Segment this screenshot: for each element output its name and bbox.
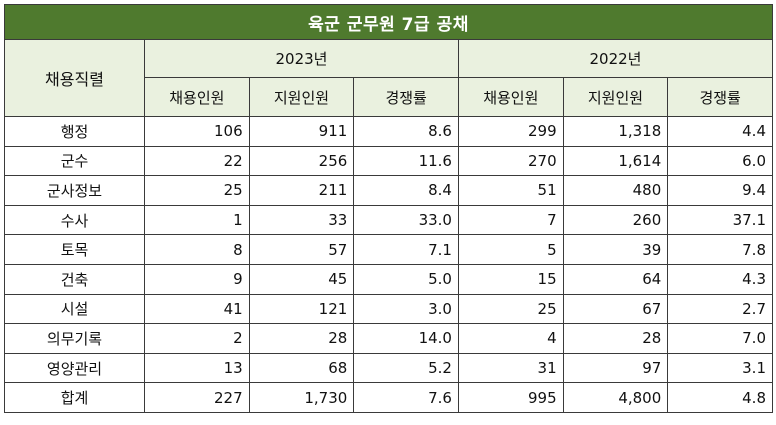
cell-hires-2023: 41	[144, 293, 250, 325]
cell-hires-2022: 299	[457, 116, 564, 147]
cell-ratio-2022: 2.7	[667, 293, 773, 325]
cell-applicants-2022: 67	[562, 293, 669, 325]
cell-ratio-2023: 7.1	[353, 234, 459, 265]
row-label: 의무기록	[4, 323, 145, 354]
cell-applicants-2023: 121	[248, 293, 355, 325]
cell-ratio-2023: 8.4	[353, 175, 459, 206]
cell-applicants-2022: 260	[562, 204, 669, 236]
cell-applicants-2022: 1,614	[562, 145, 669, 177]
cell-hires-2023: 25	[144, 175, 250, 206]
cell-ratio-2023: 11.6	[353, 145, 459, 177]
cell-applicants-2022: 480	[562, 175, 669, 206]
row-label: 군사정보	[4, 175, 145, 206]
row-label: 건축	[4, 263, 145, 295]
cell-hires-2023: 8	[144, 234, 250, 265]
cell-ratio-2023: 8.6	[353, 116, 459, 147]
table-row: 건축 9 45 5.0 15 64 4.3	[4, 263, 773, 295]
cell-hires-2023: 13	[144, 352, 250, 384]
cell-applicants-2023: 68	[248, 352, 355, 384]
cell-hires-2023: 22	[144, 145, 250, 177]
table-row: 수사 1 33 33.0 7 260 37.1	[4, 204, 773, 236]
cell-ratio-2022: 4.3	[667, 263, 773, 295]
row-label: 토목	[4, 234, 145, 265]
cell-hires-2022: 31	[457, 352, 564, 384]
cell-ratio-2022: 6.0	[667, 145, 773, 177]
cell-hires-2022: 995	[457, 382, 564, 413]
table-row: 합계 227 1,730 7.6 995 4,800 4.8	[4, 382, 773, 413]
row-label: 합계	[4, 382, 145, 413]
cell-ratio-2022: 4.4	[667, 116, 773, 147]
recruitment-table: 육군 군무원 7급 공채 채용직렬 2023년 2022년 채용인원 지원인원 …	[4, 4, 774, 413]
cell-ratio-2023: 5.0	[353, 263, 459, 295]
cell-hires-2023: 9	[144, 263, 250, 295]
cell-ratio-2022: 7.8	[667, 234, 773, 265]
cell-ratio-2022: 7.0	[667, 323, 773, 354]
cell-ratio-2023: 7.6	[353, 382, 459, 413]
table-title: 육군 군무원 7급 공채	[4, 4, 773, 40]
cell-applicants-2022: 64	[562, 263, 669, 295]
cell-hires-2023: 1	[144, 204, 250, 236]
cell-ratio-2023: 14.0	[353, 323, 459, 354]
row-label: 시설	[4, 293, 145, 325]
col-header-applicants-2022: 지원인원	[562, 77, 669, 117]
cell-hires-2022: 4	[457, 323, 564, 354]
year-header-2022: 2022년	[457, 39, 774, 78]
cell-hires-2023: 2	[144, 323, 250, 354]
cell-ratio-2023: 3.0	[353, 293, 459, 325]
year-header-2023: 2023년	[144, 39, 459, 78]
table-row: 의무기록 2 28 14.0 4 28 7.0	[4, 323, 773, 354]
cell-ratio-2022: 9.4	[667, 175, 773, 206]
cell-ratio-2023: 33.0	[353, 204, 459, 236]
cell-applicants-2022: 97	[562, 352, 669, 384]
cell-hires-2022: 15	[457, 263, 564, 295]
row-label: 수사	[4, 204, 145, 236]
recruitment-table-container: 육군 군무원 7급 공채 채용직렬 2023년 2022년 채용인원 지원인원 …	[4, 4, 774, 413]
table-body: 행정 106 911 8.6 299 1,318 4.4 군수 22 256 11.6 270 1,61…	[4, 116, 773, 413]
cell-applicants-2023: 1,730	[248, 382, 355, 413]
cell-applicants-2023: 33	[248, 204, 355, 236]
table-row: 행정 106 911 8.6 299 1,318 4.4	[4, 116, 773, 147]
cell-applicants-2022: 28	[562, 323, 669, 354]
cell-applicants-2022: 4,800	[562, 382, 669, 413]
cell-applicants-2023: 256	[248, 145, 355, 177]
table-row: 군사정보 25 211 8.4 51 480 9.4	[4, 175, 773, 206]
cell-ratio-2023: 5.2	[353, 352, 459, 384]
category-header: 채용직렬	[4, 39, 145, 117]
row-label: 행정	[4, 116, 145, 147]
cell-applicants-2023: 45	[248, 263, 355, 295]
cell-applicants-2023: 211	[248, 175, 355, 206]
col-header-ratio-2022: 경쟁률	[667, 77, 773, 117]
cell-hires-2022: 270	[457, 145, 564, 177]
cell-hires-2022: 7	[457, 204, 564, 236]
cell-ratio-2022: 4.8	[667, 382, 773, 413]
cell-hires-2022: 25	[457, 293, 564, 325]
cell-applicants-2023: 57	[248, 234, 355, 265]
col-header-hires-2023: 채용인원	[144, 77, 250, 117]
col-header-hires-2022: 채용인원	[457, 77, 564, 117]
row-label: 영양관리	[4, 352, 145, 384]
cell-ratio-2022: 37.1	[667, 204, 773, 236]
row-label: 군수	[4, 145, 145, 177]
col-header-ratio-2023: 경쟁률	[353, 77, 459, 117]
table-row: 시설 41 121 3.0 25 67 2.7	[4, 293, 773, 325]
table-row: 영양관리 13 68 5.2 31 97 3.1	[4, 352, 773, 384]
cell-hires-2022: 51	[457, 175, 564, 206]
cell-applicants-2023: 28	[248, 323, 355, 354]
cell-applicants-2023: 911	[248, 116, 355, 147]
table-row: 토목 8 57 7.1 5 39 7.8	[4, 234, 773, 265]
cell-hires-2022: 5	[457, 234, 564, 265]
cell-hires-2023: 106	[144, 116, 250, 147]
cell-applicants-2022: 1,318	[562, 116, 669, 147]
cell-applicants-2022: 39	[562, 234, 669, 265]
cell-hires-2023: 227	[144, 382, 250, 413]
table-row: 군수 22 256 11.6 270 1,614 6.0	[4, 145, 773, 177]
cell-ratio-2022: 3.1	[667, 352, 773, 384]
col-header-applicants-2023: 지원인원	[248, 77, 355, 117]
